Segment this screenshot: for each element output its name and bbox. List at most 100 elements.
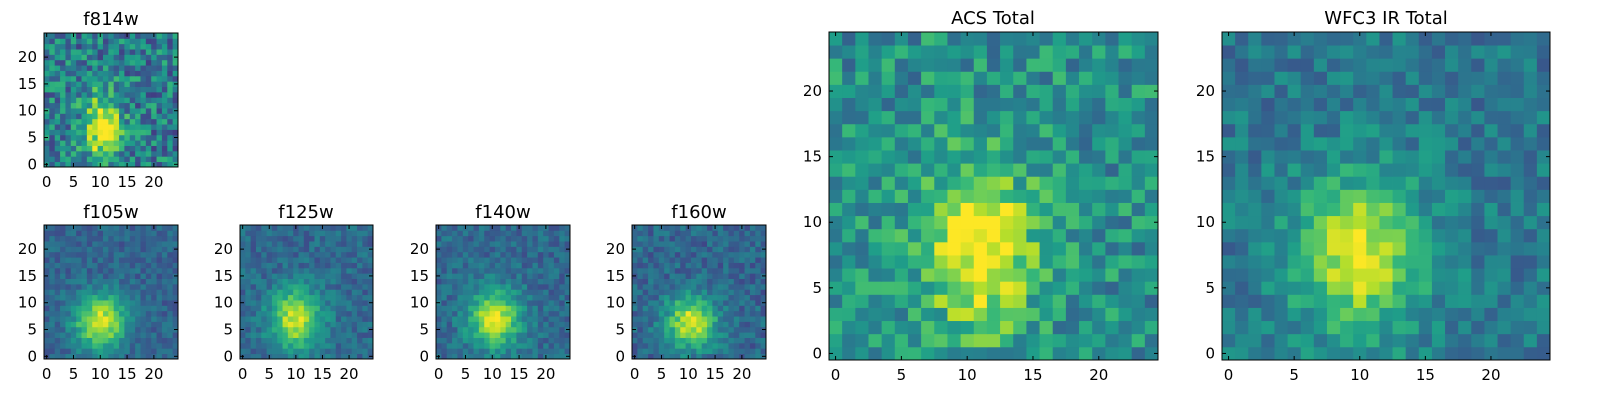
pixel-cell bbox=[478, 241, 485, 247]
pixel-cell bbox=[287, 353, 294, 360]
pixel-cell bbox=[543, 262, 549, 269]
pixel-cell bbox=[1379, 307, 1393, 322]
pixel-cell bbox=[124, 273, 131, 279]
pixel-cell bbox=[145, 332, 152, 338]
pixel-cell bbox=[1013, 241, 1027, 256]
pixel-cell bbox=[868, 84, 883, 98]
pixel-cell bbox=[564, 332, 571, 338]
pixel-cell bbox=[744, 273, 751, 279]
pixel-cell bbox=[1261, 58, 1275, 72]
pixel-cell bbox=[1131, 202, 1146, 217]
pixel-cell bbox=[494, 262, 501, 269]
pixel-cell bbox=[161, 140, 168, 146]
pixel-cell bbox=[446, 230, 453, 237]
pixel-cell bbox=[271, 321, 278, 328]
pixel-cell bbox=[701, 289, 708, 296]
pixel-cell bbox=[140, 161, 147, 168]
pixel-cell bbox=[255, 235, 262, 242]
pixel-cell bbox=[1353, 45, 1367, 59]
pixel-cell bbox=[81, 108, 88, 114]
pixel-cell bbox=[102, 310, 109, 317]
pixel-cell bbox=[49, 348, 56, 355]
x-tick-label: 20 bbox=[144, 365, 163, 383]
pixel-cell bbox=[960, 281, 975, 295]
pixel-cell bbox=[1026, 215, 1040, 230]
pixel-cell bbox=[167, 113, 174, 120]
pixel-cell bbox=[113, 294, 120, 301]
pixel-cell bbox=[842, 268, 856, 282]
pixel-cell bbox=[1274, 71, 1288, 85]
pixel-cell bbox=[76, 300, 82, 306]
panel-title-f125w: f125w bbox=[278, 202, 333, 223]
pixel-cell bbox=[240, 348, 246, 355]
pixel-cell bbox=[124, 49, 131, 55]
pixel-cell bbox=[1026, 176, 1040, 190]
pixel-cell bbox=[341, 289, 347, 296]
pixel-cell bbox=[755, 332, 762, 338]
pixel-cell bbox=[367, 348, 374, 355]
pixel-cell bbox=[728, 289, 735, 296]
pixel-cell bbox=[1118, 281, 1133, 295]
pixel-cell bbox=[129, 65, 136, 71]
pixel-cell bbox=[755, 348, 762, 355]
pixel-cell bbox=[1458, 84, 1472, 98]
pixel-cell bbox=[287, 326, 294, 333]
pixel-cell bbox=[452, 225, 458, 231]
pixel-cell bbox=[462, 251, 469, 258]
pixel-cell bbox=[548, 257, 555, 263]
pixel-cell bbox=[151, 65, 157, 71]
pixel-cell bbox=[60, 59, 66, 66]
pixel-cell bbox=[489, 257, 496, 263]
pixel-cell bbox=[1261, 281, 1275, 295]
axes-frame bbox=[43, 224, 179, 360]
pixel-cell bbox=[436, 278, 442, 285]
pixel-cell bbox=[1445, 268, 1459, 282]
pixel-cell bbox=[564, 230, 571, 237]
pixel-cell bbox=[527, 251, 533, 258]
pixel-cell bbox=[1274, 294, 1288, 308]
pixel-cell bbox=[1144, 150, 1159, 164]
axes-frame bbox=[239, 224, 374, 360]
pixel-cell bbox=[436, 310, 442, 317]
pixel-cell bbox=[335, 262, 342, 269]
pixel-cell bbox=[749, 294, 756, 301]
pixel-cell bbox=[658, 316, 665, 322]
pixel-cell bbox=[664, 283, 670, 290]
pixel-cell bbox=[728, 316, 735, 322]
pixel-cell bbox=[733, 342, 740, 349]
pixel-cell bbox=[145, 251, 152, 258]
pixel-cell bbox=[161, 49, 168, 55]
pixel-cell bbox=[119, 235, 125, 242]
pixel-cell bbox=[973, 268, 988, 282]
pixel-cell bbox=[140, 86, 147, 93]
pixel-cell bbox=[728, 305, 735, 312]
pixel-cell bbox=[658, 337, 665, 344]
pixel-cell bbox=[1013, 215, 1027, 230]
pixel-cell bbox=[240, 241, 246, 247]
pixel-cell bbox=[1366, 346, 1380, 361]
pixel-cell bbox=[167, 54, 174, 61]
pixel-cell bbox=[1405, 333, 1420, 348]
pixel-cell bbox=[357, 337, 363, 344]
pixel-cell bbox=[124, 300, 131, 306]
pixel-cell bbox=[1392, 228, 1407, 243]
pixel-cell bbox=[1065, 320, 1080, 335]
pixel-cell bbox=[1326, 189, 1341, 203]
pixel-cell bbox=[129, 262, 136, 269]
pixel-cell bbox=[446, 289, 453, 296]
pixel-cell bbox=[49, 332, 56, 338]
pixel-cell bbox=[921, 294, 935, 308]
pixel-cell bbox=[452, 310, 458, 317]
pixel-cell bbox=[457, 321, 464, 328]
pixel-cell bbox=[1379, 45, 1393, 59]
x-tick-label: 20 bbox=[1089, 366, 1108, 384]
pixel-cell bbox=[140, 283, 147, 290]
pixel-cell bbox=[934, 58, 948, 72]
pixel-cell bbox=[1026, 320, 1040, 335]
pixel-cell bbox=[145, 124, 152, 130]
pixel-cell bbox=[124, 118, 131, 125]
pixel-cell bbox=[1013, 320, 1027, 335]
pixel-cell bbox=[739, 310, 745, 317]
pixel-cell bbox=[54, 129, 61, 136]
pixel-cell bbox=[86, 337, 93, 344]
